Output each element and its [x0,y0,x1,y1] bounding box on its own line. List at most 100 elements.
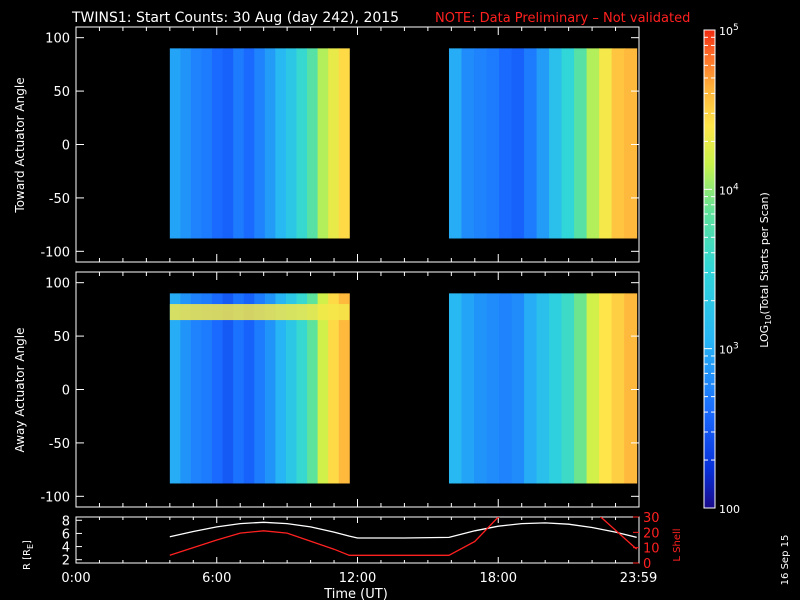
radius-tick-label: 2 [62,554,70,569]
toward-cell [180,48,192,239]
time-tick-label: 18:00 [480,571,517,586]
toward-cell [201,48,213,239]
toward-cell [524,48,538,239]
away-band [169,304,350,321]
away-cell [264,293,276,484]
toward-cell [599,48,613,239]
radius-label-main: R [R [22,549,33,570]
chart-title: TWINS1: Start Counts: 30 Aug (day 242), … [71,10,399,26]
toward-cell [296,48,308,239]
away-cell [499,293,513,484]
time-tick-label: 6:00 [202,571,231,586]
away-cell [275,293,287,484]
colorbar-label-rest: (Total Starts per Scan) [758,192,771,314]
away-cell [599,293,613,484]
toward-cell [275,48,287,239]
toward-cell [574,48,588,239]
toward-cell [461,48,475,239]
away-cell [561,293,575,484]
away-cell [524,293,538,484]
away-ytick-label: 50 [53,330,70,345]
away-cell [180,293,192,484]
time-axis-label: Time (UT) [323,587,388,600]
time-tick-label: 12:00 [339,571,376,586]
colorbar-tick-label: 103 [719,342,739,357]
away-cell [285,293,298,484]
away-cell [201,293,213,484]
toward-ytick-label: 100 [45,32,70,47]
away-cell [461,293,475,484]
toward-ytick-label: 0 [62,139,70,154]
toward-cell [549,48,563,239]
lshell-tick-label: 0 [643,557,651,572]
toward-ytick-label: -50 [49,192,70,207]
toward-ytick-label: 50 [53,85,70,100]
colorbar-label-prefix: LOG [758,325,771,348]
away-cell [486,293,500,484]
toward-cell [499,48,513,239]
lshell-tick-label: 30 [643,511,660,526]
radius-tick-label: 6 [62,527,70,542]
away-cell [448,293,462,484]
toward-cell [448,48,462,239]
colorbar-tick-label: 105 [719,23,739,38]
away-cell [190,293,203,484]
radius-tick-label: 4 [62,541,70,556]
away-cell [307,293,319,484]
away-cell [169,293,181,484]
toward-cell [511,48,525,239]
toward-ytick-label: -100 [40,245,70,260]
colorbar-tick-label: 104 [719,182,739,197]
colorbar-label: LOG10(Total Starts per Scan) [758,192,773,348]
away-cell [296,293,308,484]
preliminary-note: NOTE: Data Preliminary – Not validated [435,11,690,26]
away-cell [243,293,255,484]
colorbar-label-sub: 10 [764,315,773,325]
toward-cell [536,48,550,239]
away-panel: 100 50 0 -50 -100 [40,271,640,508]
away-cell [254,293,266,484]
away-cell [222,293,234,484]
toward-cell [212,48,224,239]
away-cell [549,293,563,484]
toward-cell [307,48,319,239]
away-cell [338,293,350,484]
away-cell [474,293,488,484]
away-ytick-label: 0 [62,384,70,399]
away-cell [586,293,600,484]
toward-cell [190,48,203,239]
radius-label-sub: E [26,544,35,549]
away-cell [611,293,625,484]
away-cell [212,293,224,484]
toward-cell [254,48,266,239]
toward-cell [611,48,625,239]
time-tick-label: 23:59 [620,571,657,586]
colorbar-tick-label: 100 [719,503,740,516]
toward-cell [474,48,488,239]
radius-axis-label: R [RE] [22,540,35,570]
toward-cell [586,48,600,239]
away-ytick-label: 100 [45,277,70,292]
toward-cell [317,48,329,239]
away-cell [624,293,638,484]
away-cell [233,293,245,484]
toward-cell [233,48,245,239]
away-cell [574,293,588,484]
lshell-tick-label: 10 [643,542,660,557]
away-cell [317,293,329,484]
toward-cell [328,48,340,239]
away-ytick-label: -100 [40,490,70,505]
away-cell [328,293,340,484]
toward-cell [338,48,350,239]
toward-axis-label: Toward Actuator Angle [13,77,27,213]
colorbar-ticks: 105 104 103 100 [704,23,740,516]
lshell-tick-label: 20 [643,526,660,541]
toward-cell [624,48,638,239]
toward-cell [486,48,500,239]
away-ytick-label: -50 [49,437,70,452]
toward-cell [285,48,298,239]
toward-cell [243,48,255,239]
